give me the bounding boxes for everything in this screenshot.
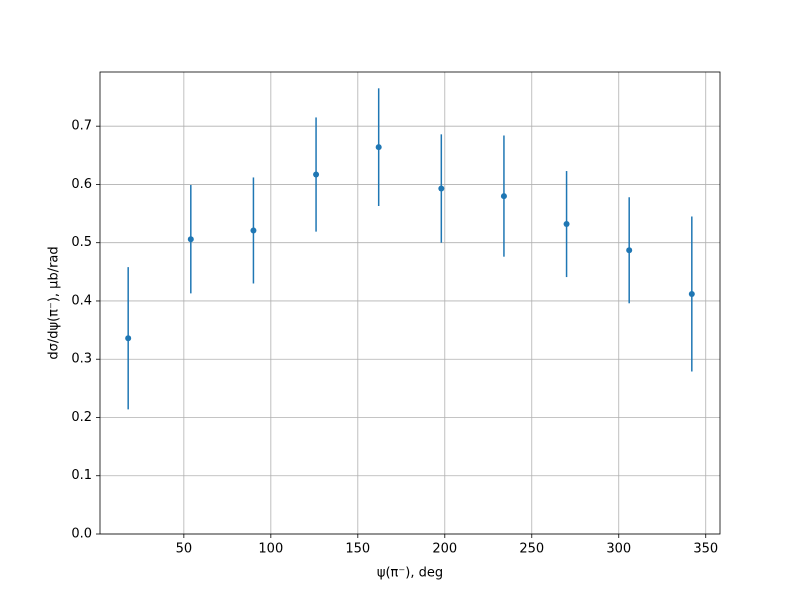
x-axis-label: ψ(π⁻), deg	[377, 566, 443, 581]
data-point	[125, 335, 132, 342]
x-tick-label: 50	[176, 542, 193, 557]
x-tick-label: 150	[345, 542, 370, 557]
data-point	[250, 227, 257, 234]
data-point	[626, 247, 633, 254]
x-tick-label: 100	[258, 542, 283, 557]
y-tick-label: 0.1	[71, 468, 92, 483]
y-tick-label: 0.4	[71, 293, 92, 308]
data-point	[500, 193, 507, 200]
data-point	[313, 171, 320, 178]
data-point	[438, 185, 445, 192]
y-tick-label: 0.3	[71, 352, 92, 367]
data-point	[187, 236, 194, 243]
y-tick-label: 0.0	[71, 527, 92, 542]
x-tick-label: 250	[519, 542, 544, 557]
plot-frame	[99, 71, 721, 535]
y-axis-label: dσ/dψ(π⁻), μb/rad	[47, 246, 62, 359]
data-point	[688, 290, 695, 297]
y-tick-label: 0.5	[71, 235, 92, 250]
x-tick-label: 200	[432, 542, 457, 557]
y-tick-label: 0.6	[71, 177, 92, 192]
y-tick-label: 0.2	[71, 410, 92, 425]
data-point	[375, 144, 382, 151]
x-tick-label: 300	[606, 542, 631, 557]
data-point	[563, 221, 570, 228]
x-tick-label: 350	[693, 542, 718, 557]
y-tick-label: 0.7	[71, 119, 92, 134]
